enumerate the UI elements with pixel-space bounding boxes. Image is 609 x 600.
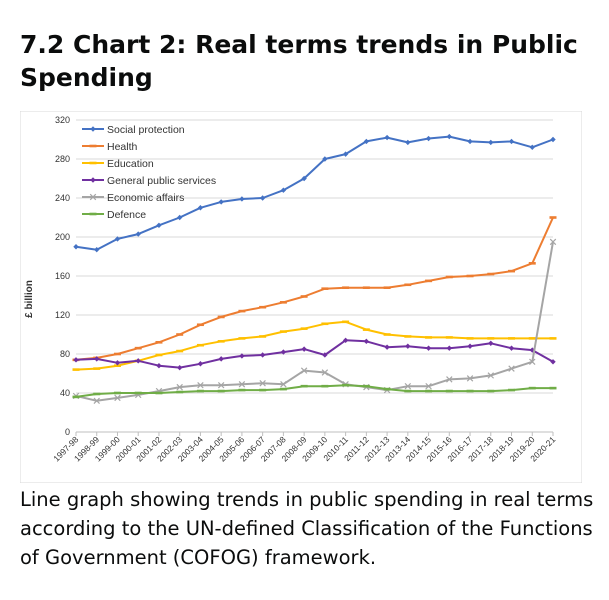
data-point bbox=[549, 238, 557, 246]
data-point bbox=[238, 381, 246, 388]
legend-label: Health bbox=[107, 141, 138, 153]
data-point bbox=[93, 397, 100, 405]
data-point bbox=[135, 358, 141, 364]
y-axis-label: £ billion bbox=[24, 280, 35, 318]
data-point bbox=[529, 358, 536, 366]
data-point bbox=[384, 344, 390, 350]
data-point bbox=[280, 381, 287, 388]
data-point bbox=[446, 345, 453, 351]
y-tick-label: 280 bbox=[55, 154, 70, 164]
data-point bbox=[363, 138, 370, 145]
series-social-protection bbox=[73, 133, 556, 253]
y-tick-label: 40 bbox=[60, 388, 70, 398]
legend-label: General public services bbox=[107, 175, 216, 187]
data-point bbox=[550, 136, 556, 143]
data-series bbox=[72, 133, 557, 405]
legend-entry: General public services bbox=[82, 175, 216, 187]
data-point bbox=[197, 381, 204, 389]
data-point bbox=[197, 361, 204, 367]
chart-caption: Line graph showing trends in public spen… bbox=[20, 488, 594, 569]
legend-entry: Defence bbox=[82, 209, 146, 221]
data-point bbox=[425, 135, 432, 142]
y-tick-label: 120 bbox=[55, 310, 70, 320]
legend-label: Education bbox=[107, 158, 154, 170]
y-tick-label: 240 bbox=[55, 193, 70, 203]
data-point bbox=[239, 353, 245, 359]
data-point bbox=[487, 372, 495, 379]
y-tick-label: 320 bbox=[55, 115, 70, 125]
data-point bbox=[384, 134, 390, 141]
data-point bbox=[300, 367, 308, 374]
data-point bbox=[218, 356, 224, 362]
data-point bbox=[114, 360, 121, 366]
data-point bbox=[467, 343, 473, 349]
data-point bbox=[321, 369, 329, 376]
series-line bbox=[75, 135, 554, 251]
data-point bbox=[342, 337, 349, 344]
data-point bbox=[94, 246, 100, 253]
legend-label: Defence bbox=[107, 209, 146, 221]
data-point bbox=[446, 376, 453, 383]
series-defence bbox=[72, 383, 557, 399]
data-point bbox=[156, 363, 162, 369]
y-tick-label: 0 bbox=[65, 427, 70, 437]
data-point bbox=[466, 375, 474, 382]
data-point bbox=[425, 382, 432, 390]
series-education bbox=[72, 320, 557, 371]
data-point bbox=[218, 199, 224, 205]
data-point bbox=[405, 343, 411, 349]
data-point bbox=[488, 340, 494, 346]
y-tick-label: 80 bbox=[60, 349, 70, 359]
data-point bbox=[239, 196, 245, 202]
data-point bbox=[135, 231, 141, 237]
data-point bbox=[322, 352, 328, 358]
data-point bbox=[114, 394, 121, 402]
series-health bbox=[72, 216, 557, 362]
data-point bbox=[446, 133, 453, 140]
data-point bbox=[280, 187, 287, 193]
data-point bbox=[280, 349, 287, 355]
data-point bbox=[529, 144, 535, 150]
data-point bbox=[114, 236, 121, 242]
data-point bbox=[176, 214, 183, 221]
data-point bbox=[405, 139, 411, 146]
data-point bbox=[94, 356, 100, 362]
data-point bbox=[156, 222, 162, 228]
chart-container: 0 40 80 120 160 200 240 280 320 1997-98 1998-99 19… bbox=[20, 111, 582, 483]
data-point bbox=[508, 365, 515, 372]
data-point bbox=[488, 139, 494, 146]
y-tick-label: 160 bbox=[55, 271, 70, 281]
data-point bbox=[550, 359, 556, 365]
legend-entry: Health bbox=[82, 141, 138, 153]
data-point bbox=[301, 346, 307, 352]
data-point bbox=[176, 364, 183, 371]
data-point bbox=[176, 383, 183, 391]
data-point bbox=[404, 382, 412, 390]
legend-entry: Education bbox=[82, 158, 154, 170]
legend-label: Economic affairs bbox=[107, 192, 184, 204]
legend-entry: Economic affairs bbox=[82, 192, 184, 204]
data-point bbox=[73, 357, 79, 363]
data-point bbox=[259, 352, 266, 358]
y-axis: 0 40 80 120 160 200 240 280 320 bbox=[55, 115, 70, 437]
data-point bbox=[197, 205, 204, 211]
series-line bbox=[75, 339, 554, 369]
data-point bbox=[259, 195, 266, 201]
data-point bbox=[425, 345, 432, 351]
legend-label: Social protection bbox=[107, 124, 185, 136]
legend: Social protection Health Education General … bbox=[82, 124, 216, 221]
legend-marker bbox=[89, 193, 97, 201]
data-point bbox=[529, 347, 535, 353]
data-point bbox=[73, 244, 79, 250]
chart-heading: 7.2 Chart 2: Real terms trends in Public… bbox=[20, 30, 578, 92]
y-tick-label: 200 bbox=[55, 232, 70, 242]
series-general-public-services bbox=[73, 337, 556, 371]
data-point bbox=[217, 381, 225, 389]
data-point bbox=[467, 138, 473, 145]
data-point bbox=[259, 380, 266, 387]
data-point bbox=[363, 338, 370, 345]
